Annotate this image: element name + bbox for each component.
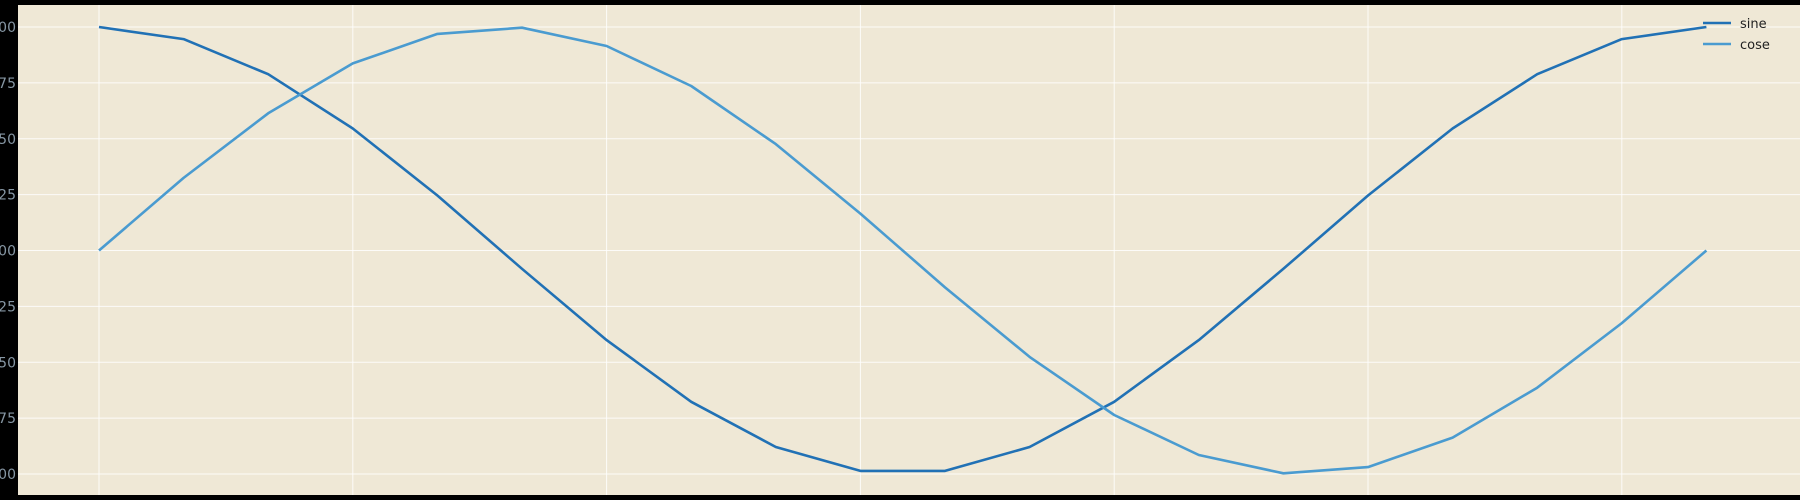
y-tick-labels: .00 .75 .50 .25 .00 .25 .50 .75 .00 [0, 20, 16, 483]
y-tick-label: .00 [0, 244, 16, 260]
sine-series-line [98, 25, 1707, 473]
y-tick-label: .75 [0, 411, 16, 427]
legend-label-cose: cose [1740, 38, 1770, 53]
cose-series-line [98, 26, 1708, 475]
y-tick-label: .00 [0, 467, 16, 483]
y-tick-label: .25 [0, 188, 16, 204]
y-tick-label: .50 [0, 132, 16, 148]
series-lines [98, 25, 1708, 475]
y-tick-label: .50 [0, 355, 16, 371]
y-tick-label: .75 [0, 76, 16, 92]
y-tick-label: .00 [0, 20, 16, 36]
legend-label-sine: sine [1740, 17, 1767, 32]
legend: sine cose [1703, 17, 1770, 53]
y-tick-label: .25 [0, 299, 16, 315]
